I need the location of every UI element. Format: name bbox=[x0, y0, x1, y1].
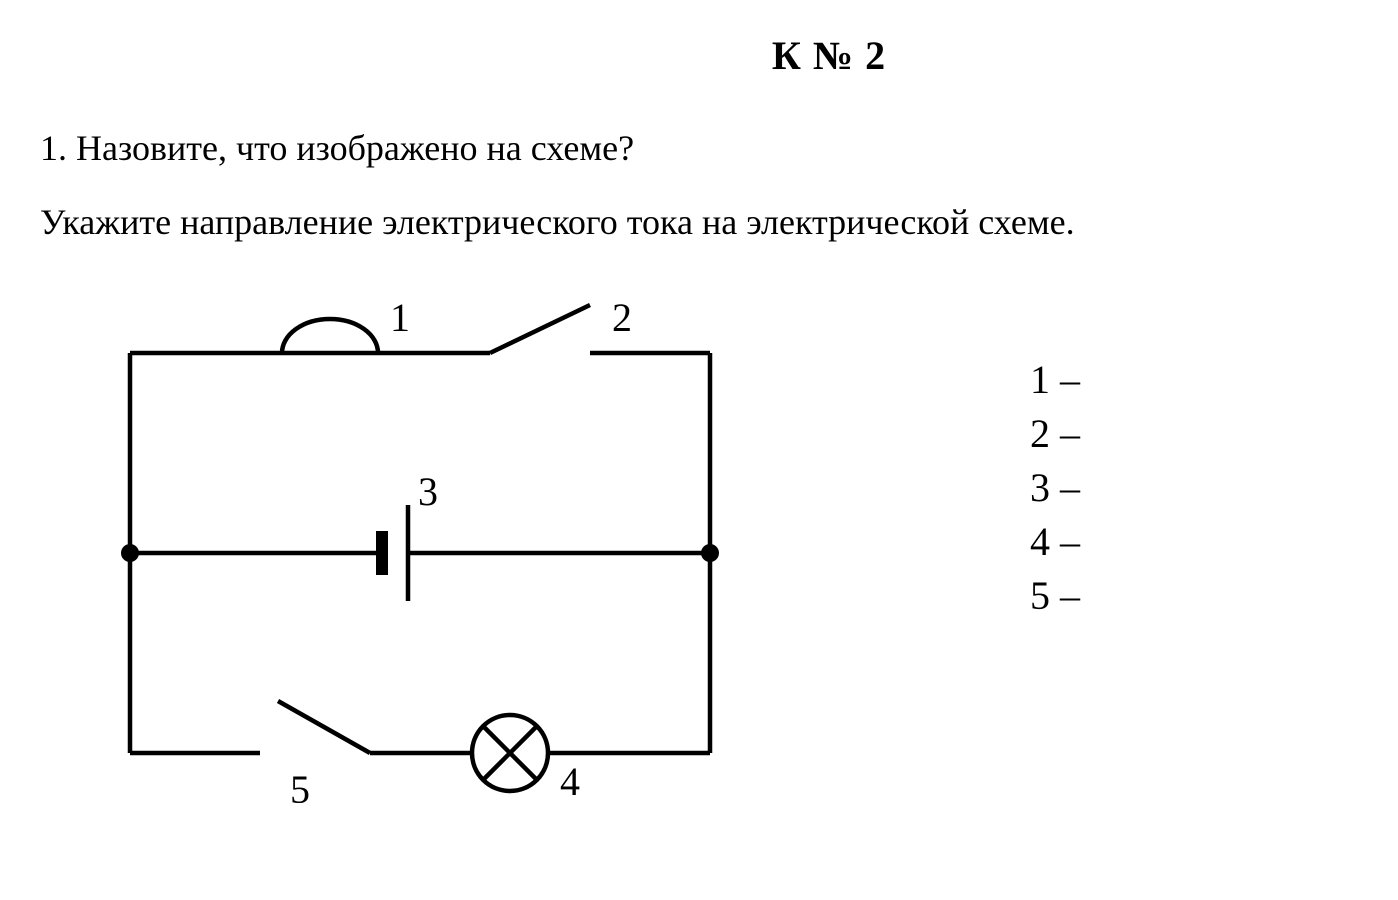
circuit-diagram-container: 1 2 3 4 5 bbox=[90, 283, 770, 803]
page-title: К № 2 bbox=[300, 32, 1358, 79]
answer-line-2: 2 – bbox=[1030, 407, 1080, 461]
question-1: 1. Назовите, что изображено на схеме? bbox=[40, 127, 1358, 169]
answer-line-4: 4 – bbox=[1030, 515, 1080, 569]
answer-line-1: 1 – bbox=[1030, 353, 1080, 407]
svg-text:3: 3 bbox=[418, 469, 438, 514]
circuit-diagram: 1 2 3 4 5 bbox=[90, 283, 770, 803]
body-row: 1 2 3 4 5 1 – 2 – 3 – 4 – 5 – bbox=[40, 283, 1358, 803]
answer-line-5: 5 – bbox=[1030, 569, 1080, 623]
svg-text:2: 2 bbox=[612, 295, 632, 340]
answer-list: 1 – 2 – 3 – 4 – 5 – bbox=[1030, 353, 1080, 623]
svg-text:4: 4 bbox=[560, 759, 580, 803]
svg-text:1: 1 bbox=[390, 295, 410, 340]
title-prefix: К № bbox=[772, 33, 854, 78]
svg-text:5: 5 bbox=[290, 767, 310, 803]
title-number: 2 bbox=[865, 33, 886, 78]
answer-line-3: 3 – bbox=[1030, 461, 1080, 515]
page-root: К № 2 1. Назовите, что изображено на схе… bbox=[0, 0, 1398, 900]
question-2: Укажите направление электрического тока … bbox=[40, 201, 1358, 243]
